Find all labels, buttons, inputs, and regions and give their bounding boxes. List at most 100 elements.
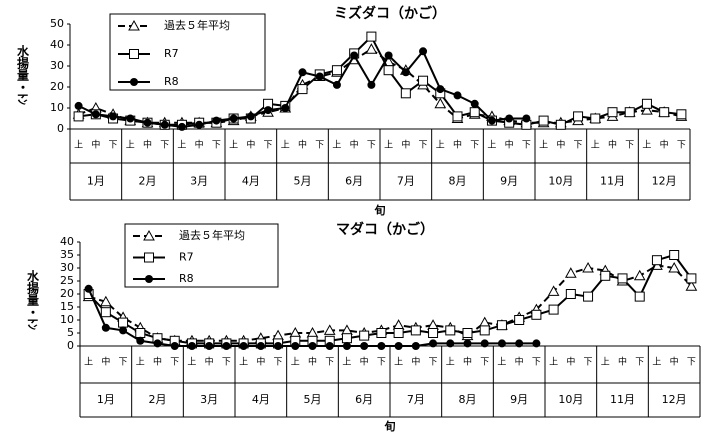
x-tick-label: 上 [187,357,196,368]
marker-circle [419,47,428,56]
marker-circle [195,120,204,129]
x-tick-label: 中 [298,139,307,151]
marker-square [479,325,490,336]
marker-circle [256,342,265,350]
legend-marker [143,229,155,241]
marker-circle [522,114,531,123]
x-tick-label: 中 [246,139,255,151]
x-tick-label: 上 [281,140,290,151]
marker-square [686,273,697,284]
x-tick-label: 中 [556,139,565,151]
legend-label: 過去５年平均 [179,228,245,242]
x-tick-label: 下 [119,358,128,368]
x-tick-label: 中 [205,356,214,368]
month-label: 11月 [610,393,635,406]
y-tick-label: 10 [50,101,64,114]
x-tick-label: 中 [308,356,317,368]
x-tick-label: 上 [384,140,393,151]
y-tick-label: 25 [60,274,74,287]
marker-triangle [564,267,577,278]
marker-circle [497,339,506,348]
x-tick-label: 上 [487,140,496,151]
month-label: 4月 [242,175,260,188]
y-tick-label: 0 [57,122,64,135]
marker-circle [325,342,334,350]
chart-title: マダコ（かご） [336,221,434,238]
marker-circle [377,342,386,350]
marker-square [100,307,111,318]
month-label: 5月 [304,393,322,406]
marker-circle [177,122,186,131]
marker-square [548,304,559,315]
marker-circle [401,68,410,77]
marker-circle [274,342,283,350]
marker-square [676,109,687,120]
x-tick-label: 中 [608,139,617,151]
marker-circle [332,80,341,89]
month-label: 8月 [459,393,477,406]
month-label: 6月 [355,393,373,406]
marker-circle [298,68,307,77]
x-tick-label: 上 [591,140,600,151]
y-tick-label: 35 [60,248,74,261]
month-label: 8月 [449,175,467,188]
marker-circle [160,120,169,129]
marker-circle [436,85,445,94]
x-tick-label: 上 [239,357,248,368]
x-tick-label: 上 [497,357,506,368]
x-tick-label: 中 [660,139,669,151]
marker-square [331,65,342,76]
x-tick-label: 上 [74,140,83,151]
x-tick-label: 上 [549,357,558,368]
marker-triangle [323,324,336,335]
marker-square [600,270,611,281]
x-tick-label: 中 [153,356,162,368]
x-tick-label: 中 [350,139,359,151]
marker-circle [229,114,238,123]
month-label: 11月 [600,175,625,188]
y-tick-label: 30 [60,261,74,274]
x-tick-label: 中 [505,139,514,151]
x-tick-label: 下 [274,358,283,368]
marker-triangle [478,316,491,328]
y-tick-label: 40 [50,38,64,51]
marker-triangle [272,329,284,341]
month-label: 3月 [190,175,208,188]
marker-square [659,107,670,118]
legend-label: 過去５年平均 [164,18,230,32]
x-tick-label: 下 [109,141,118,151]
x-tick-label: 中 [670,356,679,368]
x-tick-label: 上 [229,140,238,151]
month-label: 3月 [200,393,218,406]
x-tick-label: 中 [453,139,462,151]
marker-square [376,328,387,338]
x-tick-label: 下 [687,358,696,368]
x-tick-label: 中 [401,139,410,151]
month-label: 7月 [407,393,425,406]
marker-square [590,113,601,124]
month-label: 10月 [558,393,583,406]
x-tick-label: 上 [136,357,145,368]
marker-circle [187,342,196,350]
x-tick-label: 下 [532,358,541,368]
marker-triangle [685,280,698,291]
month-label: 9月 [500,175,518,188]
x-tick-label: 上 [652,357,661,368]
marker-circle [222,342,231,350]
month-label: 1月 [97,393,115,406]
y-axis-label: 水揚量・ﾄﾝ [26,269,40,330]
marker-circle [384,51,393,60]
x-tick-label: 上 [394,357,403,368]
marker-circle [308,342,317,350]
marker-circle [109,112,118,121]
marker-square [445,325,456,336]
marker-triangle [99,295,112,307]
marker-circle [350,51,359,60]
y-tick-label: 20 [60,287,74,300]
x-tick-label: 上 [642,140,651,151]
x-tick-label: 下 [574,141,583,151]
marker-circle [84,284,93,293]
marker-circle [315,72,324,81]
y-tick-label: 0 [67,339,74,352]
marker-square [383,65,394,76]
